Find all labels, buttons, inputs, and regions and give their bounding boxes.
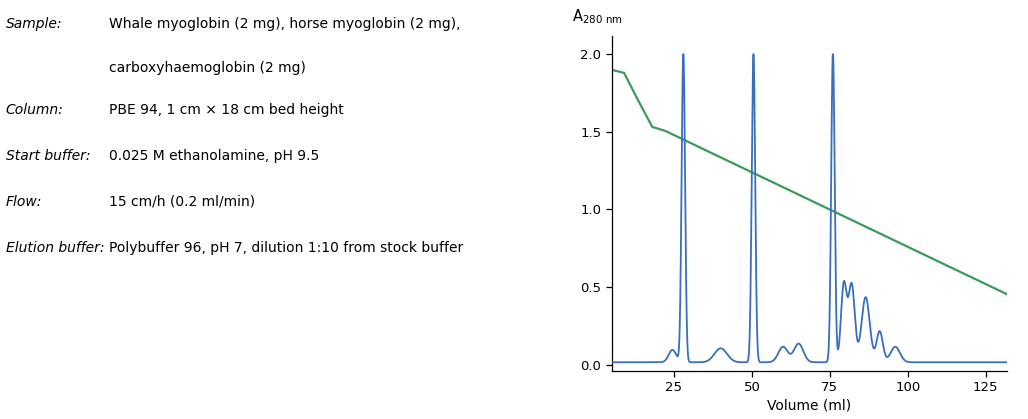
Text: Sample:: Sample: — [6, 17, 63, 31]
Text: A$_{\mathregular{280\ nm}}$: A$_{\mathregular{280\ nm}}$ — [572, 7, 623, 26]
Text: Flow:: Flow: — [6, 195, 42, 209]
Text: Column:: Column: — [6, 103, 64, 116]
Text: PBE 94, 1 cm × 18 cm bed height: PBE 94, 1 cm × 18 cm bed height — [109, 103, 344, 116]
Text: Polybuffer 96, pH 7, dilution 1:10 from stock buffer: Polybuffer 96, pH 7, dilution 1:10 from … — [109, 241, 464, 255]
Text: carboxyhaemoglobin (2 mg): carboxyhaemoglobin (2 mg) — [109, 61, 306, 75]
Text: 15 cm/h (0.2 ml/min): 15 cm/h (0.2 ml/min) — [109, 195, 256, 209]
Text: Whale myoglobin (2 mg), horse myoglobin (2 mg),: Whale myoglobin (2 mg), horse myoglobin … — [109, 17, 461, 31]
Text: Elution buffer:: Elution buffer: — [6, 241, 105, 255]
Text: 0.025 M ethanolamine, pH 9.5: 0.025 M ethanolamine, pH 9.5 — [109, 149, 320, 163]
X-axis label: Volume (ml): Volume (ml) — [768, 398, 851, 412]
Text: Start buffer:: Start buffer: — [6, 149, 90, 163]
